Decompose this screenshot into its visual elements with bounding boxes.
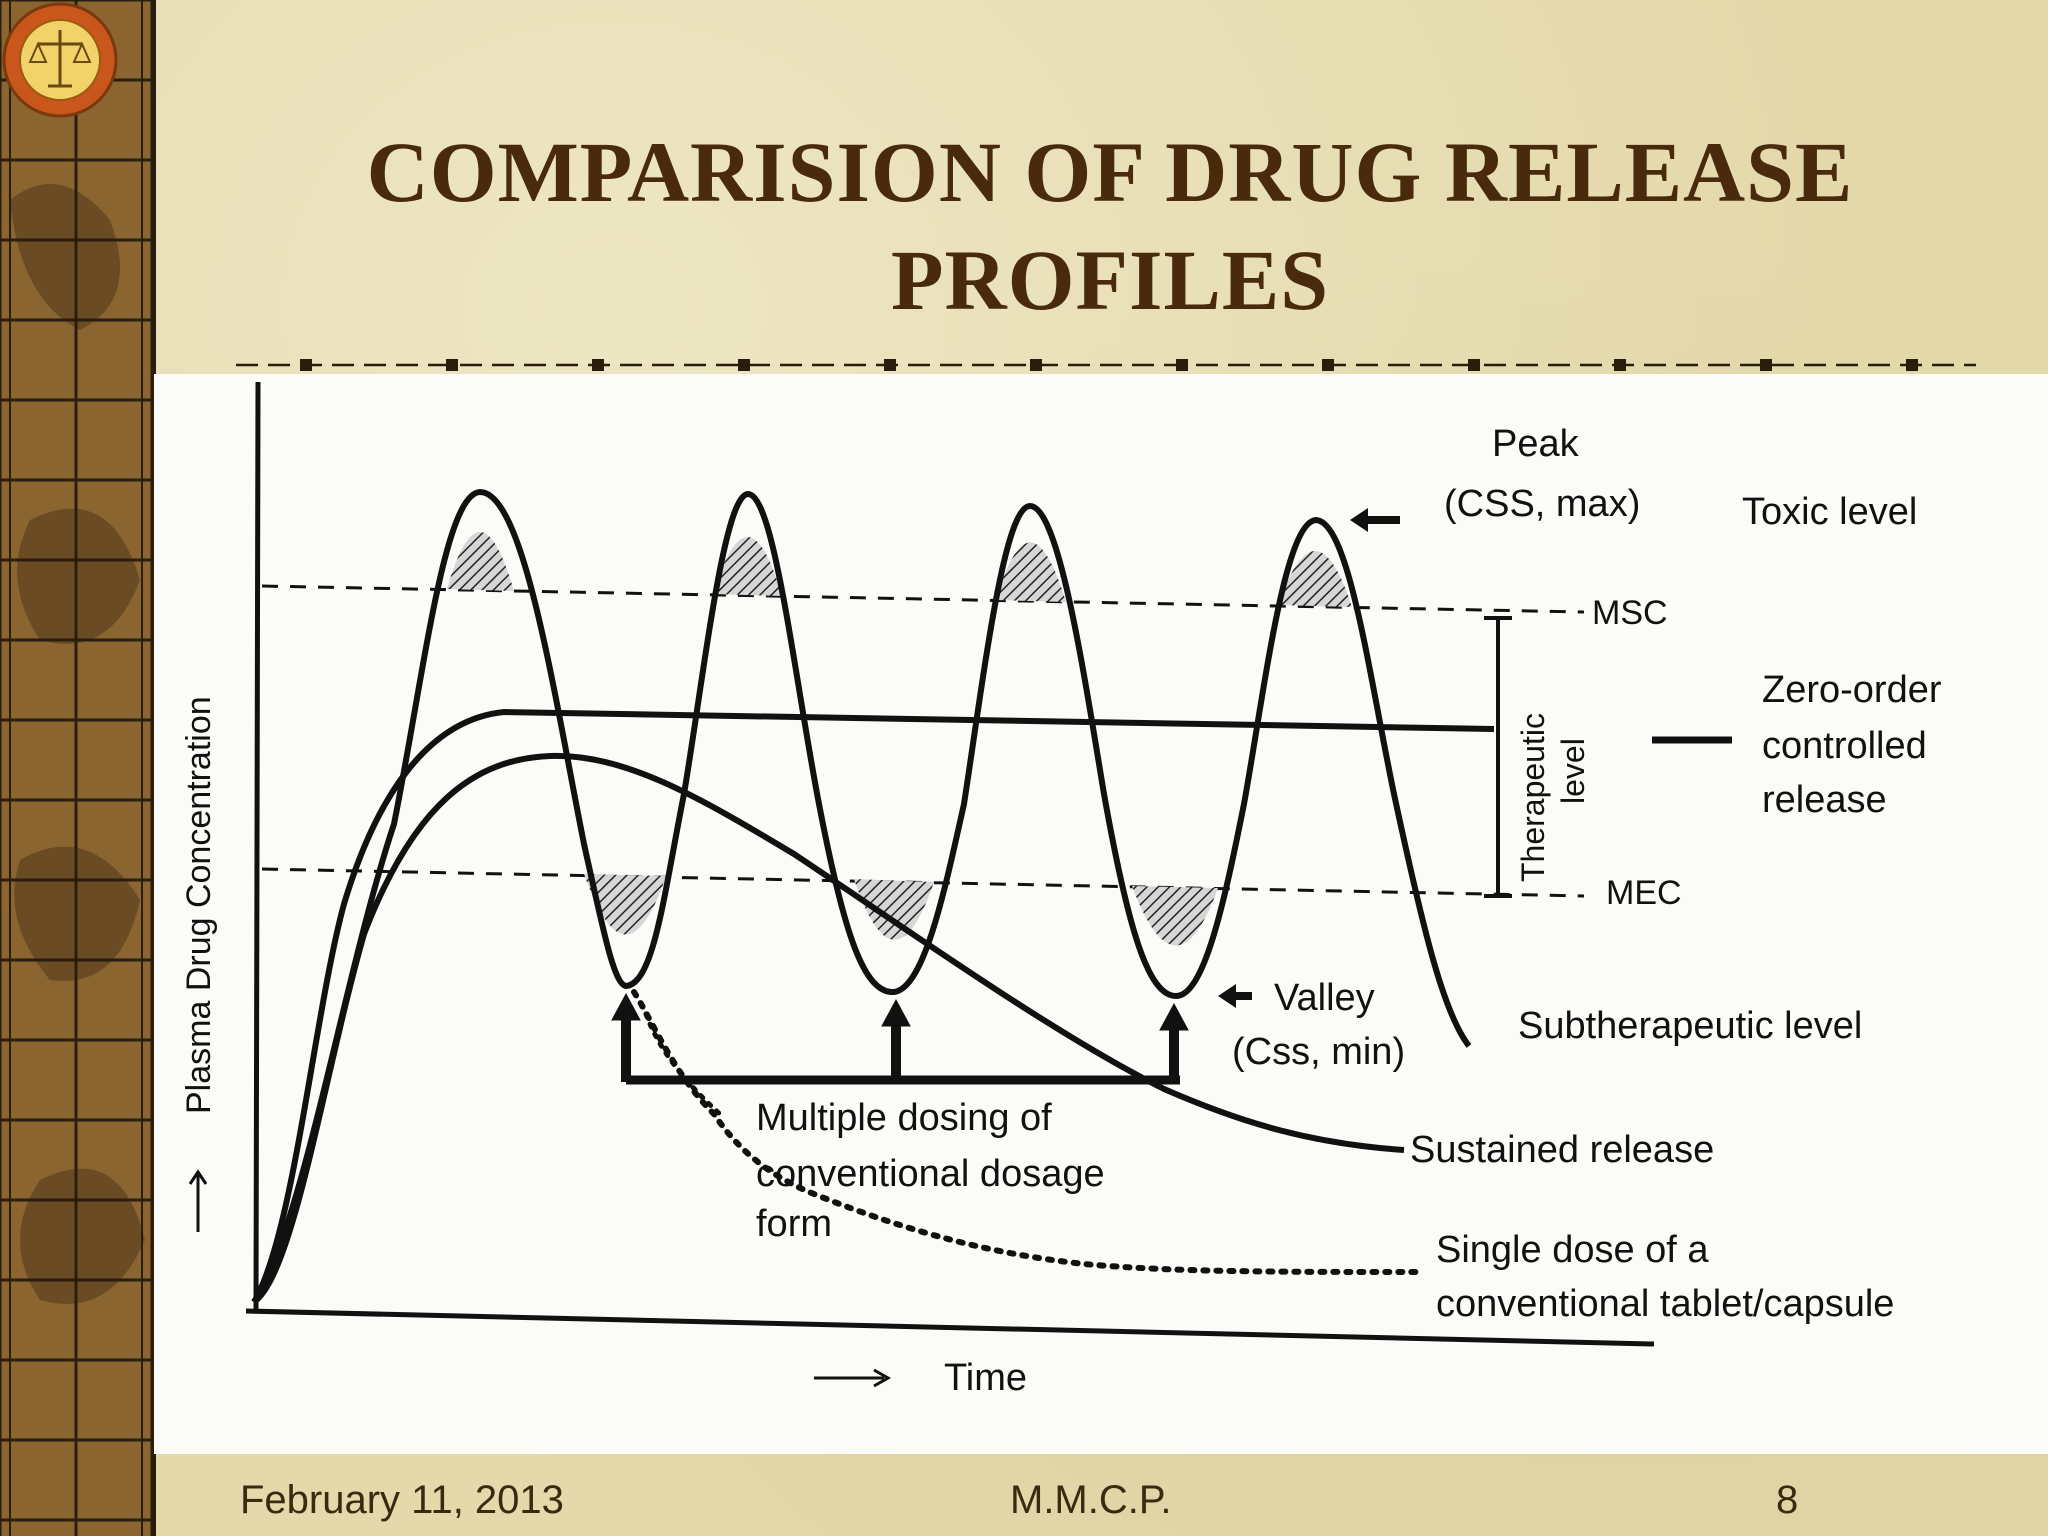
zero-order-label-3: release xyxy=(1762,779,1887,821)
single-dose-label-2: conventional tablet/capsule xyxy=(1436,1283,1894,1325)
subtherapeutic-label: Subtherapeutic level xyxy=(1518,1005,1862,1047)
mec-label: MEC xyxy=(1606,874,1682,912)
peak-label: Peak xyxy=(1492,423,1580,465)
peak-sub-label: (CSS, max) xyxy=(1444,483,1640,525)
multiple-dosing-curve xyxy=(251,488,1472,1304)
title-divider xyxy=(236,359,1976,371)
footer-date: February 11, 2013 xyxy=(240,1478,564,1522)
y-axis-arrow-icon xyxy=(188,1169,208,1232)
mec-dashed-line xyxy=(261,867,1585,898)
valley-shading xyxy=(584,874,1218,946)
x-axis-arrow-icon xyxy=(814,1368,892,1388)
sustained-release-curve xyxy=(252,752,1405,1305)
valley-sub-label: (Css, min) xyxy=(1232,1031,1405,1073)
slide-title: COMPARISION OF DRUG RELEASE PROFILES xyxy=(200,118,2020,334)
footer-page-number: 8 xyxy=(1776,1478,1799,1522)
zero-order-curve xyxy=(251,708,1495,1304)
multiple-dosing-pointer xyxy=(643,1011,725,1119)
single-dose-label-1: Single dose of a xyxy=(1436,1229,1709,1271)
toxic-level-label: Toxic level xyxy=(1742,491,1917,533)
zero-order-label-2: controlled xyxy=(1762,725,1927,767)
therapeutic-bracket xyxy=(1484,616,1512,898)
footer-organization: M.M.C.P. xyxy=(1010,1478,1172,1522)
y-axis xyxy=(253,381,261,1310)
sustained-release-label: Sustained release xyxy=(1410,1129,1714,1171)
msc-label: MSC xyxy=(1592,594,1668,632)
title-line-2: PROFILES xyxy=(890,232,1330,328)
peak-arrow-icon xyxy=(1350,508,1400,532)
msc-dashed-line xyxy=(261,584,1585,614)
drug-release-figure: Plasma Drug Concentration Time Peak (CSS… xyxy=(154,374,2048,1454)
valley-arrow-icon xyxy=(1218,984,1252,1008)
therapeutic-label: Therapeutic xyxy=(1515,713,1551,882)
multiple-dosing-label-2: conventional dosage xyxy=(756,1153,1105,1195)
title-line-1: COMPARISION OF DRUG RELEASE xyxy=(366,124,1854,220)
multiple-dosing-label-3: form xyxy=(756,1203,832,1245)
college-logo xyxy=(2,2,118,118)
valley-label: Valley xyxy=(1274,977,1375,1019)
x-axis xyxy=(245,1308,1655,1347)
y-axis-label: Plasma Drug Concentration xyxy=(180,696,218,1114)
multiple-dosing-label-1: Multiple dosing of xyxy=(756,1097,1052,1139)
decorative-sidebar xyxy=(0,0,156,1536)
peak-shading xyxy=(447,531,1352,607)
x-axis-label: Time xyxy=(944,1357,1027,1399)
therapeutic-level-label: level xyxy=(1555,738,1591,804)
zero-order-label-1: Zero-order xyxy=(1762,669,1942,711)
dosing-arrows xyxy=(611,992,1189,1085)
